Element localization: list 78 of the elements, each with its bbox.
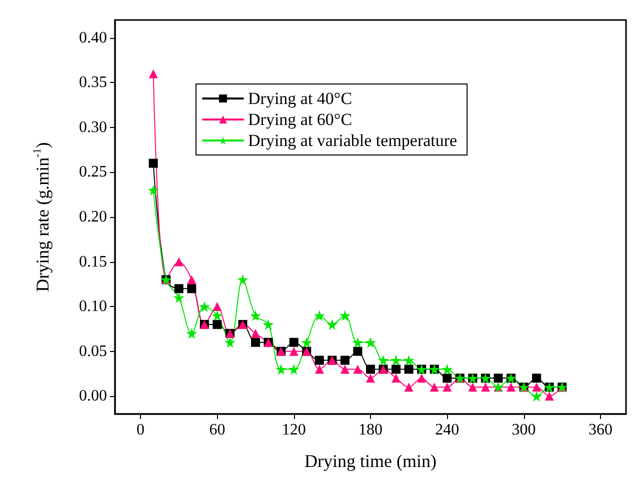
point bbox=[212, 302, 222, 312]
x-tick-label: 120 bbox=[282, 422, 306, 438]
point bbox=[430, 382, 439, 392]
point bbox=[314, 364, 324, 374]
point bbox=[326, 318, 338, 330]
x-axis-title: Drying time (min) bbox=[304, 451, 436, 471]
legend-label: Drying at 60°C bbox=[248, 110, 352, 129]
legend-label: Drying at 40°C bbox=[248, 89, 352, 108]
point bbox=[532, 382, 542, 392]
point bbox=[262, 318, 274, 330]
point bbox=[251, 338, 260, 347]
point bbox=[186, 328, 198, 339]
point bbox=[148, 158, 158, 168]
point bbox=[506, 382, 516, 392]
point bbox=[212, 310, 223, 321]
point bbox=[417, 374, 426, 383]
point bbox=[198, 301, 210, 312]
point bbox=[289, 338, 298, 347]
y-tick-label: 0.15 bbox=[79, 253, 107, 270]
point bbox=[468, 382, 478, 392]
x-tick-label: 180 bbox=[358, 422, 382, 438]
point bbox=[352, 336, 364, 348]
point bbox=[250, 310, 262, 321]
point bbox=[174, 257, 184, 266]
point bbox=[404, 364, 414, 374]
point bbox=[340, 356, 350, 365]
y-tick-label: 0.05 bbox=[79, 342, 107, 360]
point bbox=[404, 382, 414, 392]
point bbox=[353, 364, 362, 374]
point bbox=[340, 364, 350, 374]
point bbox=[276, 364, 287, 375]
x-tick-label: 360 bbox=[588, 422, 612, 438]
y-tick-label: 0.25 bbox=[79, 164, 107, 181]
point bbox=[289, 346, 298, 356]
point bbox=[531, 390, 542, 402]
point bbox=[288, 364, 300, 375]
point bbox=[339, 310, 350, 321]
point bbox=[301, 336, 312, 348]
point bbox=[442, 374, 452, 383]
point bbox=[544, 392, 554, 401]
point bbox=[251, 328, 260, 338]
y-tick-label: 0.00 bbox=[79, 388, 107, 405]
point bbox=[187, 275, 196, 284]
y-tick-label: 0.20 bbox=[79, 208, 107, 226]
point bbox=[366, 364, 375, 374]
point bbox=[480, 382, 490, 392]
point bbox=[442, 364, 453, 375]
point bbox=[148, 69, 158, 78]
point bbox=[212, 320, 222, 329]
point bbox=[237, 274, 248, 286]
point bbox=[314, 310, 325, 321]
point bbox=[494, 374, 503, 383]
y-tick-label: 0.30 bbox=[79, 118, 107, 136]
y-axis-title: Drying rate (g.min-1) bbox=[32, 142, 52, 292]
point bbox=[174, 284, 184, 294]
point bbox=[532, 374, 542, 383]
point bbox=[224, 336, 236, 348]
point bbox=[442, 382, 452, 392]
point bbox=[392, 374, 401, 383]
legend-label: Drying at variable temperature bbox=[248, 131, 458, 150]
point bbox=[403, 354, 414, 366]
x-tick-label: 0 bbox=[136, 422, 145, 438]
point bbox=[390, 354, 402, 366]
point bbox=[366, 374, 375, 383]
y-tick-label: 0.10 bbox=[79, 298, 107, 316]
point bbox=[392, 364, 401, 374]
point bbox=[148, 184, 159, 196]
point bbox=[365, 336, 376, 348]
point bbox=[173, 292, 184, 304]
x-tick-label: 60 bbox=[209, 422, 226, 438]
y-tick-label: 0.40 bbox=[79, 29, 107, 46]
x-tick-label: 240 bbox=[435, 422, 460, 438]
point bbox=[187, 284, 196, 294]
point bbox=[378, 354, 389, 366]
point bbox=[353, 346, 362, 356]
point bbox=[314, 356, 324, 365]
x-tick-label: 300 bbox=[512, 422, 536, 438]
y-tick-label: 0.35 bbox=[79, 74, 107, 92]
